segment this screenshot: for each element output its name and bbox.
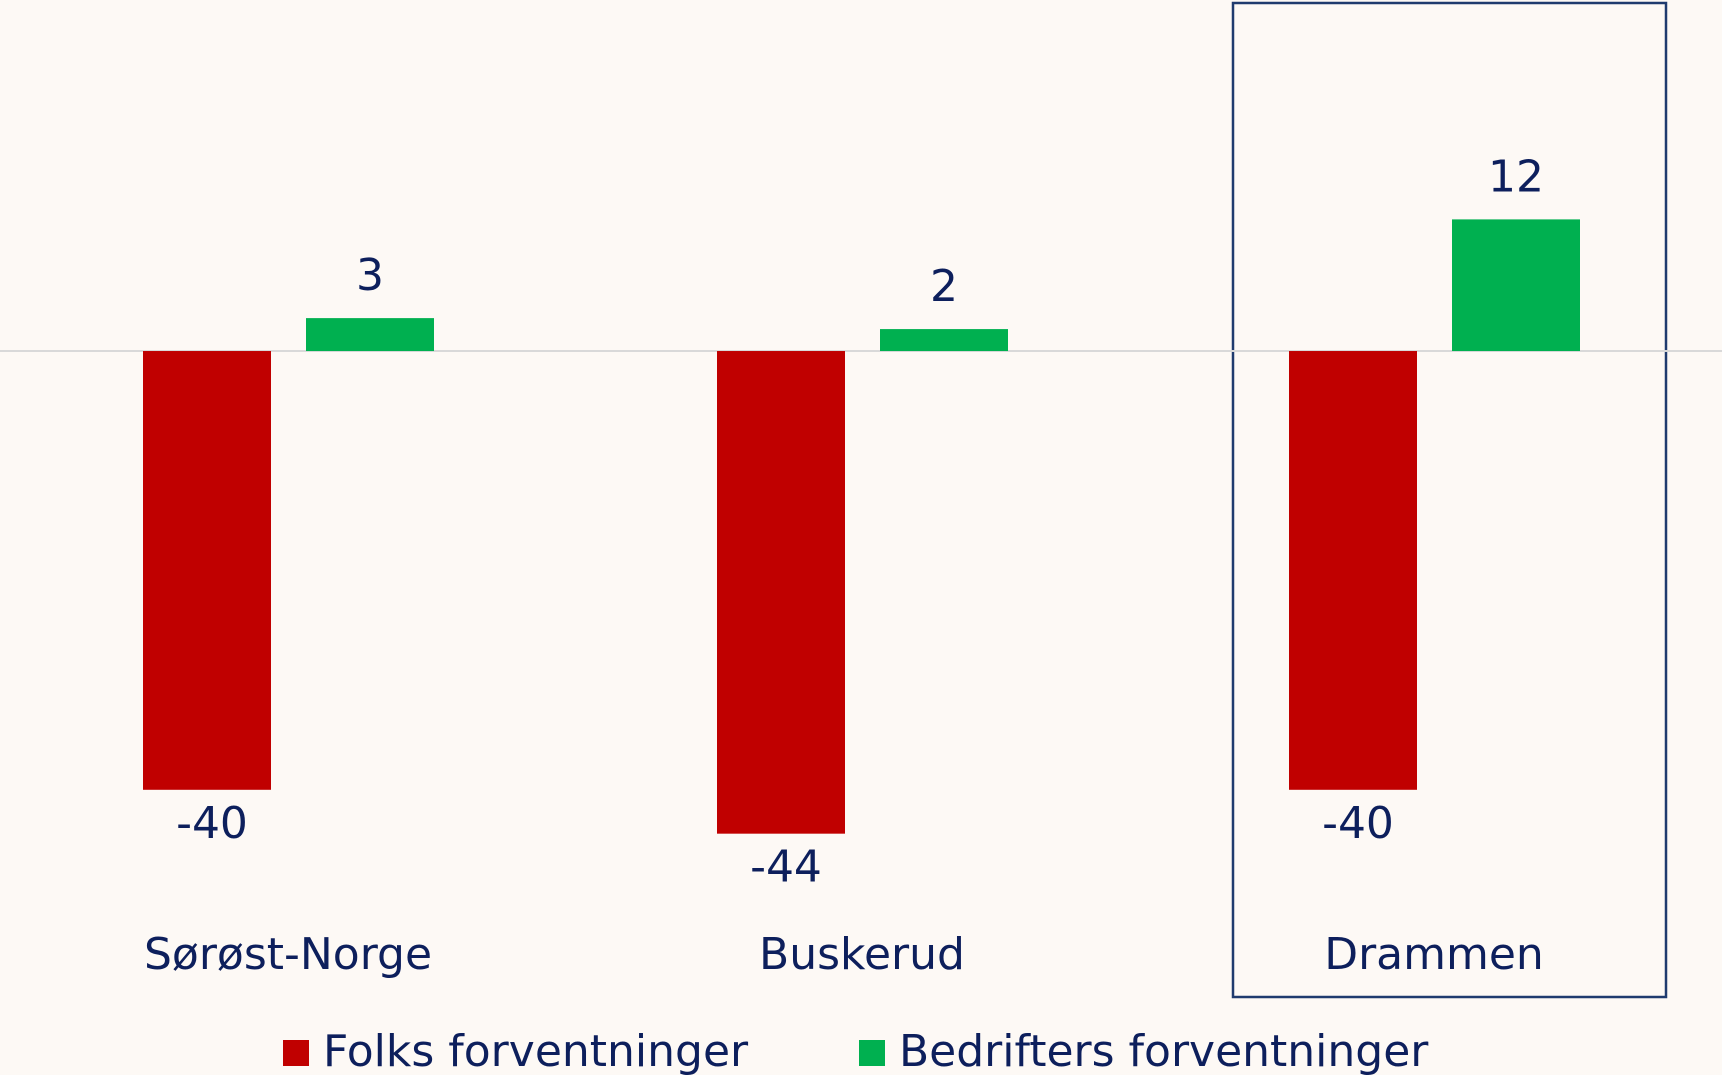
x-tick-label: Sørøst-Norge [144,929,432,980]
legend-label: Bedrifters forventninger [899,1026,1429,1075]
bar [143,351,271,790]
value-label: 3 [356,250,384,301]
highlight-box [1231,1,1668,999]
legend-label: Folks forventninger [323,1026,749,1075]
x-tick-label: Buskerud [759,929,965,980]
bar [880,329,1008,352]
value-label: -40 [176,798,248,849]
value-label: -44 [750,842,822,893]
bar [717,351,845,834]
legend-swatch [859,1040,885,1066]
x-tick-label: Drammen [1324,929,1544,980]
value-label: 2 [930,261,958,312]
value-label: 12 [1488,151,1544,202]
bar [1289,351,1417,790]
legend-swatch [283,1040,309,1066]
value-label: -40 [1322,798,1394,849]
bar [1452,219,1580,352]
bar [306,318,434,352]
